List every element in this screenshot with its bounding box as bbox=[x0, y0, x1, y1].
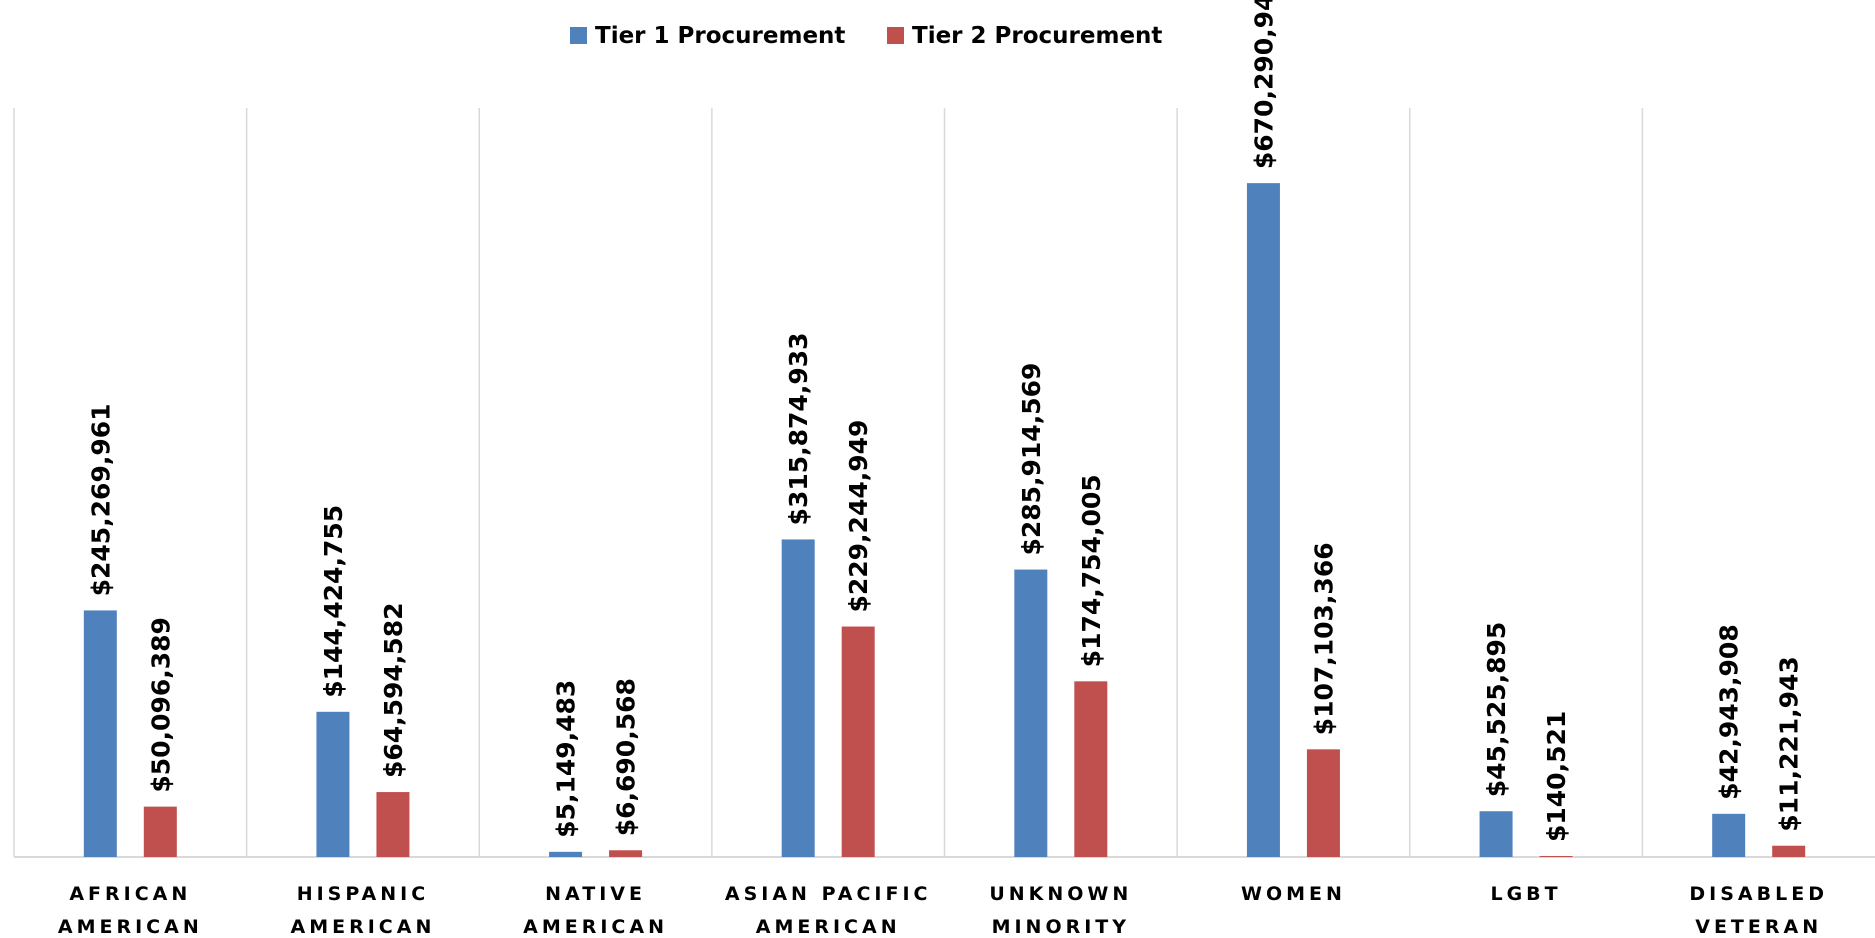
data-label-tier2-5: $107,103,366 bbox=[1309, 542, 1338, 735]
bar-tier2-4 bbox=[1074, 681, 1108, 857]
category-label-1-line-0: HISPANIC bbox=[297, 883, 429, 905]
bar-tier1-6 bbox=[1479, 811, 1513, 857]
category-label-3-line-1: AMERICAN bbox=[756, 916, 901, 938]
data-label-tier1-5: $670,290,948 bbox=[1249, 0, 1278, 169]
category-label-7-line-1: VETERAN bbox=[1695, 916, 1822, 938]
bar-tier2-2 bbox=[609, 850, 643, 857]
data-label-tier2-4: $174,754,005 bbox=[1077, 474, 1106, 667]
data-label-tier1-6: $45,525,895 bbox=[1482, 622, 1511, 798]
bar-tier1-2 bbox=[549, 851, 583, 857]
data-label-tier1-4: $285,914,569 bbox=[1017, 363, 1046, 556]
data-label-tier2-3: $229,244,949 bbox=[844, 420, 873, 613]
category-label-7-line-0: DISABLED bbox=[1689, 883, 1828, 905]
bar-tier1-1 bbox=[316, 711, 350, 857]
legend-label-tier2: Tier 2 Procurement bbox=[912, 23, 1162, 49]
bar-tier1-4 bbox=[1014, 569, 1048, 857]
category-label-0-line-1: AMERICAN bbox=[58, 916, 203, 938]
data-label-tier1-2: $5,149,483 bbox=[552, 680, 581, 838]
bar-tier2-6 bbox=[1539, 856, 1573, 857]
bar-tier1-3 bbox=[781, 539, 815, 857]
category-label-2-line-0: NATIVE bbox=[545, 883, 646, 905]
bar-tier2-5 bbox=[1306, 749, 1340, 857]
legend-swatch-tier2 bbox=[887, 27, 904, 44]
category-label-5-line-0: WOMEN bbox=[1241, 883, 1346, 905]
bars bbox=[83, 183, 1806, 858]
data-label-tier1-0: $245,269,961 bbox=[86, 403, 115, 596]
legend-label-tier1: Tier 1 Procurement bbox=[595, 23, 845, 49]
data-label-tier2-7: $11,221,943 bbox=[1775, 656, 1804, 832]
bar-tier2-3 bbox=[841, 626, 875, 857]
category-label-2-line-1: AMERICAN bbox=[523, 916, 668, 938]
gridlines bbox=[13, 108, 1875, 858]
category-labels: AFRICAN AMERICAN HISPANIC AMERICAN NATIVE AME… bbox=[58, 883, 1828, 938]
data-label-tier1-7: $42,943,908 bbox=[1715, 624, 1744, 800]
data-label-tier2-1: $64,594,582 bbox=[379, 602, 408, 778]
bar-tier1-5 bbox=[1246, 183, 1280, 858]
data-label-tier2-0: $50,096,389 bbox=[146, 617, 175, 793]
data-labels: $245,269,961 $144,424,755 $5,149,483 $315,8… bbox=[86, 0, 1803, 842]
legend: Tier 1 Procurement Tier 2 Procurement bbox=[570, 23, 1162, 49]
category-label-4-line-1: MINORITY bbox=[992, 916, 1130, 938]
bar-tier2-1 bbox=[376, 792, 410, 857]
legend-swatch-tier1 bbox=[570, 27, 587, 44]
category-label-4-line-0: UNKNOWN bbox=[989, 883, 1132, 905]
bar-tier1-7 bbox=[1712, 813, 1746, 857]
data-label-tier2-2: $6,690,568 bbox=[612, 678, 641, 836]
category-label-0-line-0: AFRICAN bbox=[69, 883, 191, 905]
data-label-tier2-6: $140,521 bbox=[1542, 711, 1571, 842]
bar-tier1-0 bbox=[83, 610, 117, 857]
category-label-6-line-0: LGBT bbox=[1490, 883, 1561, 905]
category-label-1-line-1: AMERICAN bbox=[291, 916, 436, 938]
bar-tier2-7 bbox=[1772, 845, 1806, 857]
category-label-3-line-0: ASIAN PACIFIC bbox=[725, 883, 932, 905]
bar-tier2-0 bbox=[143, 806, 177, 857]
data-label-tier1-3: $315,874,933 bbox=[784, 332, 813, 525]
data-label-tier1-1: $144,424,755 bbox=[319, 505, 348, 698]
